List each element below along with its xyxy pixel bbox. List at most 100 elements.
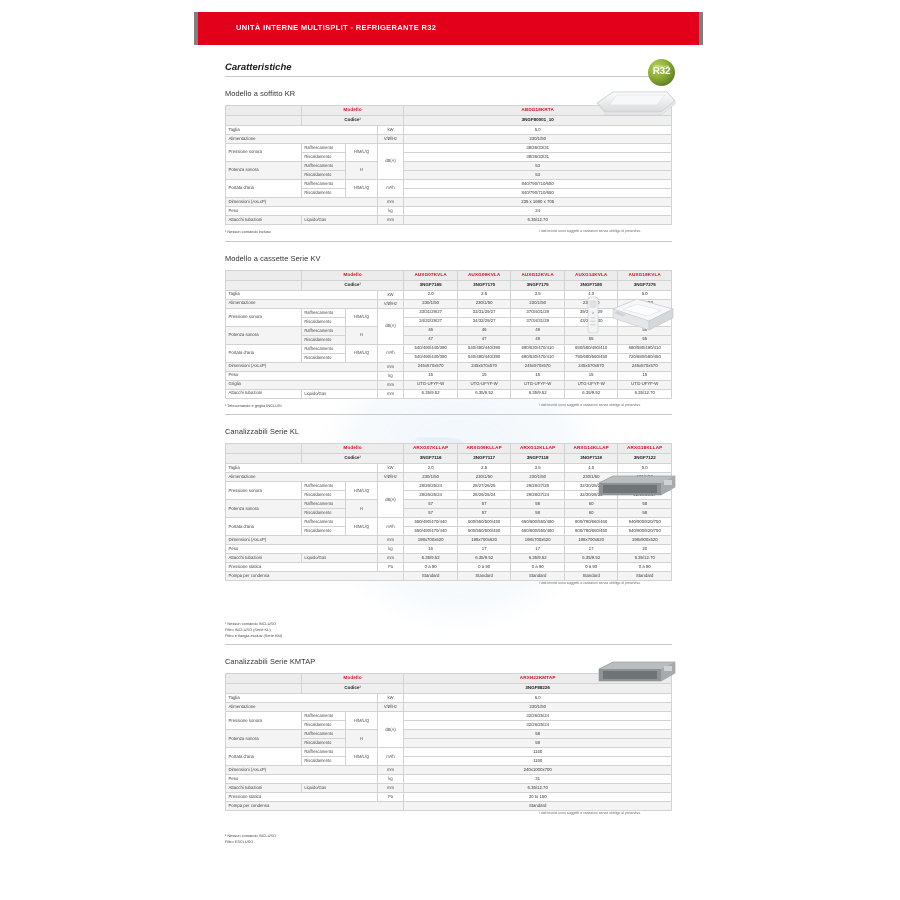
row-mode-potenza-sonora: H (345, 161, 378, 180)
table-row-peso: Peso kg 24 (225, 206, 672, 216)
cell-dimensioni: 240x1000x700 (403, 765, 672, 776)
banner-left-notch (194, 12, 198, 45)
row-label-attacchi: Attacchi tubazioni (225, 388, 302, 399)
row-label-portata-aria: Portata d'aria (225, 343, 302, 363)
row-sub-liquido-gas: Liquido/Gas (300, 553, 378, 564)
section-divider (225, 240, 672, 242)
cell-pressione-statica: 0 a 90 (510, 562, 565, 573)
cell-pressione-sonora-risc: 37/34/31/29 (510, 316, 565, 327)
cell-peso: 17 (510, 544, 565, 555)
table-row-dimensioni: Dimensioni (AxLxP) mm 198x700x620 198x700x6… (225, 535, 672, 546)
row-unit-taglia: kW (376, 463, 405, 474)
document-page: refrigerante R32 (194, 45, 703, 845)
row-mode-potenza-sonora: H (345, 729, 378, 749)
row-label-taglia: Taglia (225, 693, 378, 704)
cell-pressione-sonora-risc: 34/32/29/27 (456, 316, 512, 327)
model-code: 3NGF7180 (563, 279, 619, 291)
table-code-row: Codice¹ 3NGF7165 3NGF7170 3NGF7175 3NGF7180 3… (225, 279, 672, 291)
row-mode-pressione-sonora: H/M/L/Q (345, 481, 378, 501)
row-unit-peso: kg (376, 370, 405, 381)
footnote-block-kv: ¹ Telecomando e griglia INCLUSI I dati te… (225, 403, 672, 409)
cell-portata-aria-raff: 540/490/440/390 (403, 343, 458, 354)
cell-potenza-sonora-raff: 57 (403, 499, 458, 510)
table-row-taglia: Taglia kW 2.0 2.5 3.5 4.0 5.0 (225, 463, 672, 474)
cell-potenza-sonora-raff: 46 (456, 325, 512, 336)
cell-peso: 15 (617, 370, 672, 381)
spec-table-kmtap: Modello ARXH22KMTAP Codice¹ 3NGF88226 Taglia… (224, 673, 672, 812)
cell-portata-aria-raff: 800/780/660/460 (563, 517, 619, 528)
table-row-pressione-statica: Pressione statica Pa 30 to 150 (225, 792, 672, 803)
cell-portata-aria-risc: 600/550/500/450 (456, 526, 512, 537)
section-divider (225, 644, 672, 646)
cell-portata-aria-risc: 540/490/440/390 (403, 352, 458, 363)
cell-peso: 17 (563, 544, 619, 555)
cell-pressione-sonora-raff: 32/26/25/24 (403, 711, 672, 722)
table-row-portata-aria-raffrescamento: Portata d'aria Raffrescamento H/M/L/Q m³/h 5… (225, 517, 672, 537)
cell-attacchi: 6.35/9.52 (403, 388, 458, 399)
cell-potenza-sonora-raff: 46 (403, 325, 458, 336)
row-sub-raffrescamento: Raffrescamento (300, 325, 347, 336)
footnote-kmtap: ¹ Nessun comando INCLUSO Filtro ESCLUSO (225, 833, 277, 844)
row-label-peso: Peso (225, 206, 378, 216)
row-sub-riscaldamento: Riscaldamento (300, 188, 347, 198)
row-sub-raffrescamento: Raffrescamento (300, 729, 347, 740)
cell-pressione-sonora-raff: 28/27/26/25 (456, 481, 512, 492)
cell-alimentazione: 230/1/50 (510, 298, 565, 309)
model-code: 3NGF7170 (456, 279, 512, 291)
ceiling-unit-image (596, 91, 676, 116)
row-label-pressione-sonora: Pressione sonora (225, 307, 302, 327)
table-row-pressione-sonora-raffrescamento: Pressione sonora Raffrescamento H/M/L/Q dB(… (225, 143, 672, 180)
cell-potenza-sonora-risc: 49 (510, 334, 565, 345)
cell-portata-aria-risc: 690/530/470/410 (510, 352, 565, 363)
cell-pompa-condensa: Standard (456, 571, 512, 582)
row-unit-dimensioni: mm (376, 765, 405, 776)
table-code-row: Codice¹ 3NGF7116 3NGF7117 3NGF7118 3NGF7119 3… (225, 453, 672, 465)
header-codice: Codice¹ (300, 115, 405, 126)
model-code: 3NGF7175 (510, 279, 565, 291)
cell-taglia: 6.0 (403, 693, 672, 704)
row-sub-riscaldamento: Riscaldamento (300, 756, 347, 767)
row-sub-riscaldamento: Riscaldamento (300, 720, 347, 731)
cell-pompa-condensa: Standard (403, 571, 458, 582)
table-row-pressione-sonora-raffrescamento: Pressione sonora Raffrescamento H/M/L/Q dB(… (225, 711, 672, 749)
disclaimer-kv: I dati tecnici sono soggetti a variazion… (538, 402, 641, 407)
cell-potenza-sonora-risc: 58 (403, 738, 672, 749)
row-label-attacchi: Attacchi tubazioni (225, 553, 302, 564)
cell-portata-aria-raff: 690/530/470/410 (510, 343, 565, 354)
cell-griglia: UTG-UFYF-W (617, 379, 672, 390)
cell-portata-aria-raff: 540/490/440/390 (456, 343, 512, 354)
code-spacer (225, 683, 302, 695)
model-name: AUXG14KVLA (563, 269, 619, 281)
row-label-portata-aria: Portata d'aria (225, 179, 302, 198)
cell-dimensioni: 198x700x620 (456, 535, 512, 546)
cell-potenza-sonora-raff: 49 (510, 325, 565, 336)
r32-logo: refrigerante R32 (648, 59, 675, 86)
cell-pressione-sonora-raff: 29/28/27/26 (510, 481, 565, 492)
cell-dimensioni: 198x700x620 (510, 535, 565, 546)
row-unit-portata-aria: m³/h (376, 517, 405, 537)
table-code-row: Codice¹ 3NGF88226 (225, 683, 672, 695)
row-sub-riscaldamento: Riscaldamento (300, 738, 347, 749)
row-sub-raffrescamento: Raffrescamento (300, 179, 347, 189)
cell-pressione-statica: 0 a 90 (456, 562, 512, 573)
cell-peso: 31 (403, 774, 672, 785)
table-row-alimentazione: Alimentazione V/Ø/Hz 230/1/50 (225, 702, 672, 713)
row-unit-alimentazione: V/Ø/Hz (376, 702, 405, 713)
row-label-pompa-condensa: Pompa per condensa (224, 801, 405, 812)
table-row-griglia: Griglia mm UTG-UFYF-W UTG-UFYF-W UTG-UFYF-W U… (225, 379, 672, 390)
table-row-peso: Peso kg 31 (225, 774, 672, 785)
cell-dimensioni: 245x570x570 (510, 361, 565, 372)
banner-right-notch (699, 12, 703, 45)
cell-peso: 17 (456, 544, 512, 555)
code-spacer (225, 453, 302, 465)
cell-taglia: 5.0 (403, 125, 672, 135)
model-code: 3NGF7275 (617, 279, 672, 291)
cell-attacchi: 6.35/9.52 (510, 553, 565, 564)
header-modello: Modello (300, 673, 405, 685)
row-unit-portata-aria: m³/h (376, 179, 405, 198)
row-sub-liquido-gas: Liquido/Gas (300, 783, 378, 794)
row-label-portata-aria: Portata d'aria (225, 747, 302, 767)
model-code: 3NGF7117 (456, 453, 512, 465)
row-label-dimensioni: Dimensioni (AxLxP) (225, 361, 378, 372)
cell-taglia: 3.5 (510, 289, 565, 300)
